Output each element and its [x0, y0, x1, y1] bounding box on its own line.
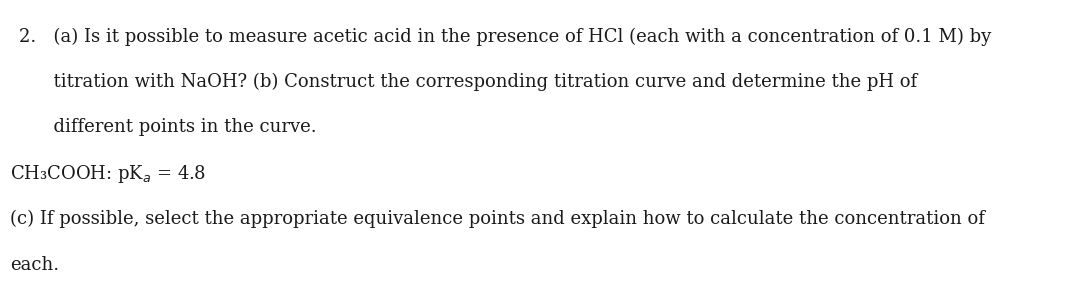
- Text: each.: each.: [10, 256, 58, 274]
- Text: CH₃COOH: pK$_a$ = 4.8: CH₃COOH: pK$_a$ = 4.8: [10, 163, 206, 185]
- Text: 2.   (a) Is it possible to measure acetic acid in the presence of HCl (each with: 2. (a) Is it possible to measure acetic …: [19, 28, 991, 46]
- Text: titration with NaOH? (b) Construct the corresponding titration curve and determi: titration with NaOH? (b) Construct the c…: [19, 73, 918, 91]
- Text: (c) If possible, select the appropriate equivalence points and explain how to ca: (c) If possible, select the appropriate …: [10, 210, 985, 228]
- Text: different points in the curve.: different points in the curve.: [19, 118, 318, 136]
